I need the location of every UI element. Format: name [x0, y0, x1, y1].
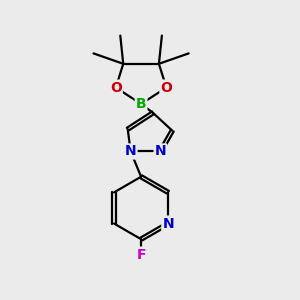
Text: O: O: [110, 81, 122, 94]
Text: N: N: [162, 217, 174, 231]
Text: N: N: [154, 145, 166, 158]
Text: N: N: [125, 145, 136, 158]
Text: F: F: [136, 248, 146, 262]
Text: O: O: [160, 81, 172, 94]
Text: B: B: [136, 97, 146, 111]
